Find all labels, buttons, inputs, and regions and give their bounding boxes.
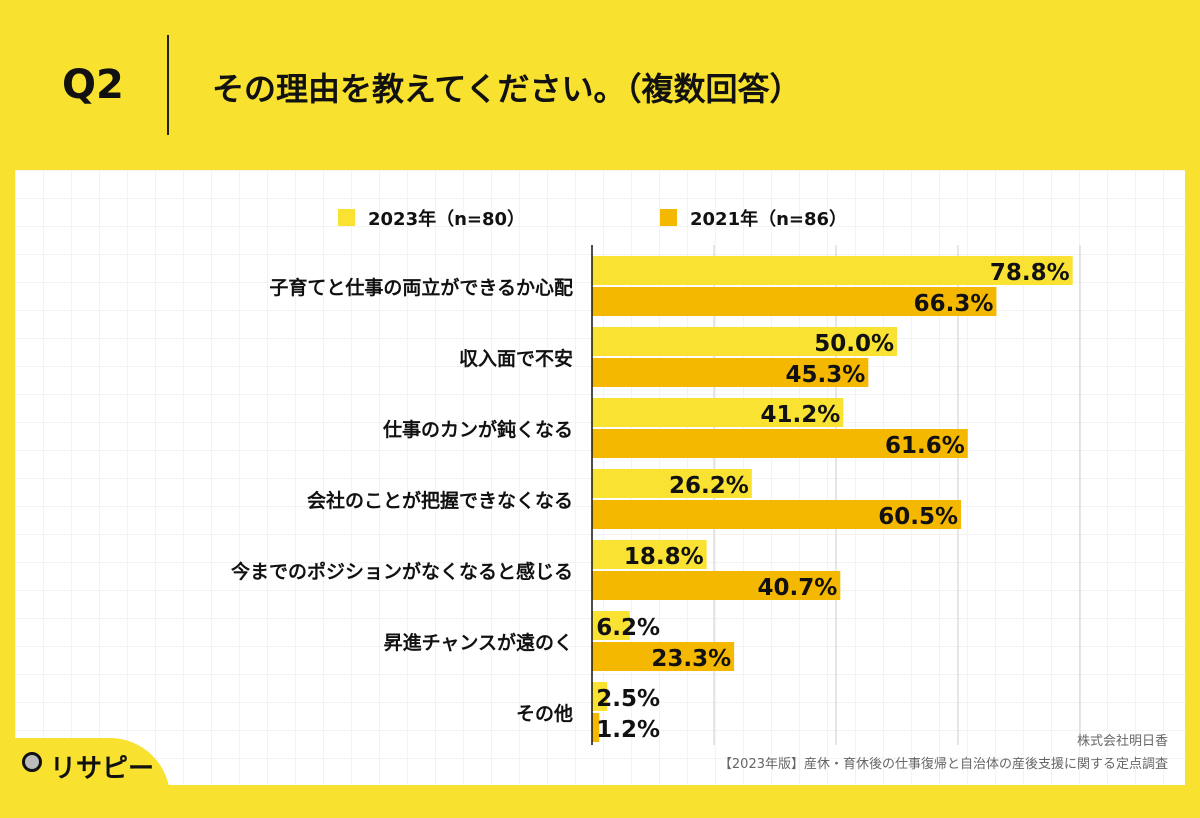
bar-chart: 2023年（n=80） 2021年（n=86） 子育てと仕事の両立ができるか心配 78… (230, 208, 1081, 745)
category-label: 会社のことが把握できなくなる (307, 489, 573, 512)
bar (592, 256, 1073, 285)
data-label: 41.2% (761, 402, 841, 428)
data-label: 60.5% (878, 504, 958, 530)
category-label: 収入面で不安 (459, 347, 573, 370)
data-label: 40.7% (757, 575, 837, 601)
bar (592, 469, 752, 498)
category-label: 子育てと仕事の両立ができるか心配 (269, 276, 573, 299)
bar (592, 500, 962, 529)
question-number: Q2 (62, 62, 124, 108)
bar (592, 611, 630, 640)
data-label: 50.0% (814, 331, 894, 357)
bar (592, 429, 968, 458)
bar (592, 642, 735, 671)
category-label: 今までのポジションがなくなると感じる (230, 560, 573, 583)
data-label: 18.8% (624, 544, 704, 570)
legend-label: 2023年（n=80） (368, 208, 525, 230)
data-label: 45.3% (786, 362, 866, 388)
legend-label: 2021年（n=86） (690, 208, 847, 230)
bar (592, 540, 707, 569)
bar (592, 358, 869, 387)
page-title: その理由を教えてください。（複数回答） (212, 70, 802, 108)
header-divider (167, 35, 169, 135)
bar (592, 287, 997, 316)
data-label: 61.6% (885, 433, 965, 459)
data-label: 26.2% (669, 473, 749, 499)
data-label: 1.2% (596, 717, 660, 743)
bar (592, 398, 844, 427)
data-label: 6.2% (596, 615, 660, 641)
bar (592, 713, 600, 742)
data-label: 66.3% (914, 291, 994, 317)
legend-swatch (338, 209, 355, 226)
category-label: 仕事のカンが鈍くなる (382, 418, 573, 441)
bar (592, 571, 841, 600)
logo-pin-icon (22, 752, 42, 772)
category-label: その他 (516, 702, 573, 725)
data-label: 2.5% (596, 686, 660, 712)
category-label: 昇進チャンスが遠のく (384, 631, 573, 654)
logo-text: リサピー (50, 754, 155, 784)
legend-swatch (660, 209, 677, 226)
data-label: 23.3% (651, 646, 731, 672)
bar (592, 327, 897, 356)
data-label: 78.8% (990, 260, 1070, 286)
company-credit: 株式会社明日香 (1076, 734, 1168, 749)
bar (592, 682, 608, 711)
source-note: 【2023年版】産休・育休後の仕事復帰と自治体の産後支援に関する定点調査 (718, 757, 1168, 772)
